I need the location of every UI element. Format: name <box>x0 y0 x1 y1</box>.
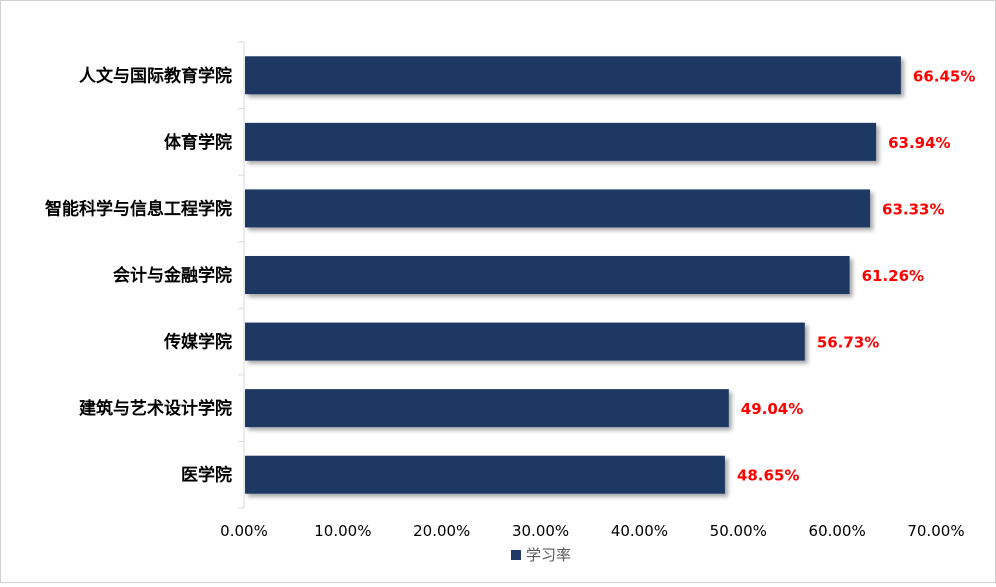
bar <box>245 322 805 361</box>
category-label: 智能科学与信息工程学院 <box>45 198 232 219</box>
x-tick-label: 10.00% <box>314 522 371 540</box>
bar <box>245 56 901 95</box>
category-label: 传媒学院 <box>163 332 232 353</box>
data-label: 61.26% <box>862 267 924 285</box>
legend-swatch <box>511 550 521 560</box>
bar <box>245 455 725 494</box>
x-tick-label: 30.00% <box>512 522 569 540</box>
bar <box>245 189 871 228</box>
category-label: 会计与金融学院 <box>113 265 232 286</box>
x-tick-label: 60.00% <box>809 522 866 540</box>
data-label: 48.65% <box>737 467 799 485</box>
x-tick-label: 70.00% <box>907 522 964 540</box>
data-label: 63.33% <box>882 200 944 218</box>
x-tick-label: 40.00% <box>611 522 668 540</box>
bar <box>245 256 850 294</box>
data-label: 56.73% <box>817 334 879 352</box>
data-label: 49.04% <box>741 400 803 418</box>
bar <box>245 122 877 161</box>
legend: 学习率 <box>511 546 571 564</box>
category-label: 医学院 <box>181 465 232 486</box>
x-tick-label: 50.00% <box>710 522 767 540</box>
category-label: 体育学院 <box>164 132 232 153</box>
category-label: 人文与国际教育学院 <box>79 65 232 86</box>
x-tick-label: 0.00% <box>220 522 268 540</box>
bar <box>245 389 729 428</box>
data-label: 63.94% <box>888 134 950 152</box>
legend-label: 学习率 <box>526 546 571 564</box>
category-label: 建筑与艺术设计学院 <box>79 398 232 419</box>
data-label: 66.45% <box>913 67 975 85</box>
x-tick-label: 20.00% <box>413 522 470 540</box>
